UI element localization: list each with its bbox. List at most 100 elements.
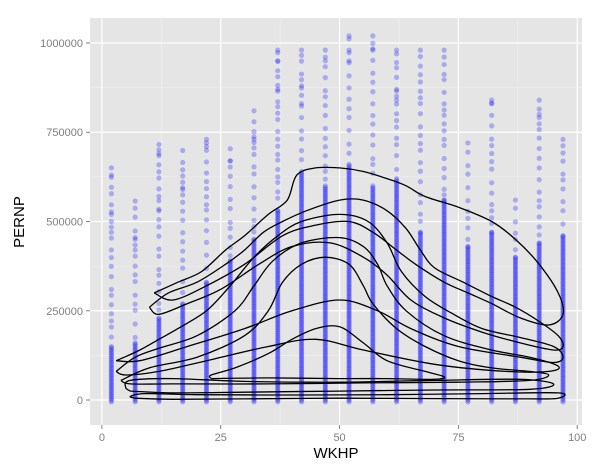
data-point xyxy=(537,121,542,126)
data-point xyxy=(537,224,542,229)
data-point xyxy=(370,183,375,188)
data-point xyxy=(180,192,185,197)
data-point xyxy=(513,247,518,252)
data-point xyxy=(109,230,114,235)
data-point xyxy=(109,287,114,292)
data-point xyxy=(323,183,328,188)
data-point xyxy=(442,156,447,161)
data-point xyxy=(275,117,280,122)
data-point xyxy=(275,104,280,109)
data-point xyxy=(442,48,447,53)
data-point xyxy=(537,198,542,203)
data-point xyxy=(560,233,565,238)
x-tick-label: 0 xyxy=(99,432,105,444)
data-point xyxy=(204,144,209,149)
data-point xyxy=(133,335,138,340)
data-point xyxy=(560,221,565,226)
data-point xyxy=(370,142,375,147)
data-point xyxy=(489,208,494,213)
data-point xyxy=(418,101,423,106)
data-point xyxy=(465,150,470,155)
data-point xyxy=(418,169,423,174)
data-point xyxy=(251,145,256,150)
data-point xyxy=(204,186,209,191)
data-point xyxy=(537,112,542,117)
data-point xyxy=(465,237,470,242)
data-point xyxy=(513,231,518,236)
data-point xyxy=(370,101,375,106)
data-point xyxy=(228,164,233,169)
data-point xyxy=(156,208,161,213)
data-point xyxy=(442,192,447,197)
point-column xyxy=(346,33,351,404)
data-point xyxy=(109,293,114,298)
data-point xyxy=(346,106,351,111)
data-point xyxy=(275,87,280,92)
data-point xyxy=(489,180,494,185)
data-point xyxy=(346,151,351,156)
data-point xyxy=(156,194,161,199)
data-point xyxy=(109,344,114,349)
data-point xyxy=(537,240,542,245)
data-point xyxy=(442,113,447,118)
data-point xyxy=(465,198,470,203)
data-point xyxy=(489,191,494,196)
x-tick-label: 75 xyxy=(452,432,464,444)
y-tick-label: 250000 xyxy=(46,306,83,318)
y-axis-ticks: 02500005000007500001000000 xyxy=(40,38,90,407)
data-point xyxy=(109,212,114,217)
data-point xyxy=(133,228,138,233)
data-point xyxy=(370,132,375,137)
data-point xyxy=(418,89,423,94)
data-point xyxy=(394,176,399,181)
data-point xyxy=(465,163,470,168)
data-point xyxy=(442,166,447,171)
data-point xyxy=(109,235,114,240)
data-point xyxy=(228,253,233,258)
y-tick-label: 1000000 xyxy=(40,38,83,50)
data-point xyxy=(109,165,114,170)
data-point xyxy=(418,64,423,69)
data-point xyxy=(537,232,542,237)
data-point xyxy=(109,202,114,207)
data-point xyxy=(560,208,565,213)
data-point xyxy=(228,184,233,189)
data-point xyxy=(204,217,209,222)
data-point xyxy=(275,99,280,104)
data-point xyxy=(251,218,256,223)
data-point xyxy=(323,103,328,108)
data-point xyxy=(370,48,375,53)
data-point xyxy=(299,83,304,88)
data-point xyxy=(109,274,114,279)
data-point xyxy=(537,165,542,170)
data-point xyxy=(442,137,447,142)
y-tick-label: 0 xyxy=(77,395,83,407)
data-point xyxy=(228,220,233,225)
data-point xyxy=(537,204,542,209)
data-point xyxy=(133,302,138,307)
data-point xyxy=(251,108,256,113)
data-point xyxy=(299,53,304,58)
data-point xyxy=(323,75,328,80)
data-point xyxy=(180,290,185,295)
data-point xyxy=(156,315,161,320)
data-point xyxy=(489,101,494,106)
data-point xyxy=(418,230,423,235)
data-point xyxy=(133,263,138,268)
data-point xyxy=(180,258,185,263)
data-point xyxy=(346,115,351,120)
data-point xyxy=(346,73,351,78)
data-point xyxy=(156,254,161,259)
data-point xyxy=(560,199,565,204)
data-point xyxy=(180,265,185,270)
data-point xyxy=(323,113,328,118)
data-point xyxy=(275,48,280,53)
data-point xyxy=(560,143,565,148)
data-point xyxy=(228,235,233,240)
data-point xyxy=(442,143,447,148)
data-point xyxy=(204,280,209,285)
data-point xyxy=(394,65,399,70)
data-point xyxy=(418,54,423,59)
data-point xyxy=(228,146,233,151)
data-point xyxy=(442,62,447,67)
